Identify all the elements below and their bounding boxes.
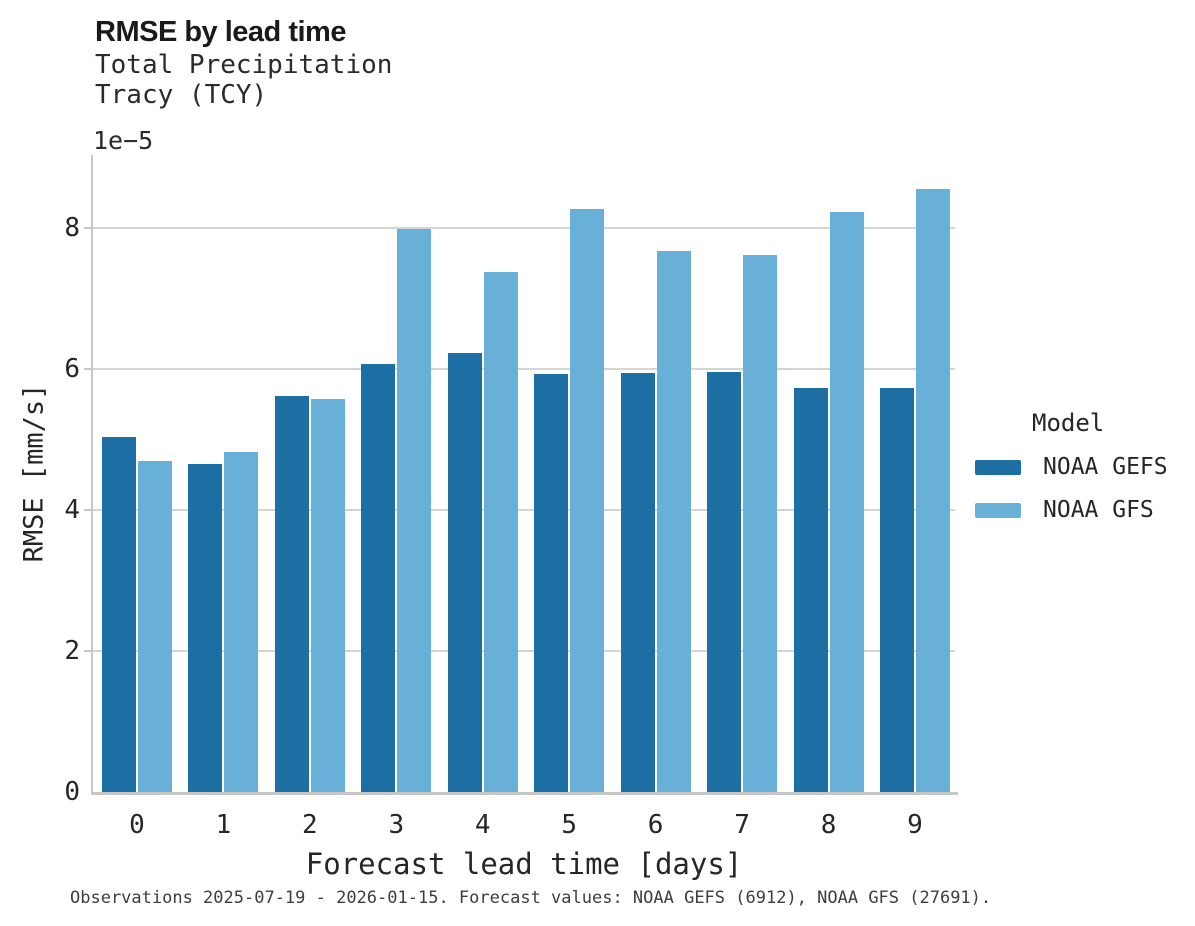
subtitle-line-2: Tracy (TCY) xyxy=(95,80,268,110)
y-tick-label-2: 2 xyxy=(64,635,80,666)
y-tick-mark-4 xyxy=(84,508,91,511)
gridline-y-2 xyxy=(93,649,955,652)
bar-noaa-gefs-day-4 xyxy=(447,353,482,792)
y-axis-spine xyxy=(91,155,93,794)
x-tick-label-0: 0 xyxy=(129,810,145,840)
bar-noaa-gfs-day-6 xyxy=(656,250,691,792)
bar-noaa-gefs-day-1 xyxy=(188,464,223,792)
legend: Model NOAA GEFS NOAA GFS xyxy=(975,409,1195,523)
bar-noaa-gfs-day-0 xyxy=(138,460,172,792)
y-tick-label-6: 6 xyxy=(64,353,80,384)
bar-noaa-gfs-day-2 xyxy=(310,399,345,792)
legend-label: NOAA GEFS xyxy=(1043,454,1168,480)
x-tick-label-8: 8 xyxy=(820,810,837,840)
bar-noaa-gfs-day-3 xyxy=(397,228,432,792)
subtitle-line-1: Total Precipitation xyxy=(95,50,393,80)
legend-item-noaa-gfs: NOAA GFS xyxy=(975,497,1195,523)
y-tick-label-4: 4 xyxy=(64,494,80,525)
bar-noaa-gefs-day-9 xyxy=(879,388,914,792)
legend-items: NOAA GEFS NOAA GFS xyxy=(975,454,1195,523)
legend-label: NOAA GFS xyxy=(1043,497,1154,523)
bar-noaa-gefs-day-2 xyxy=(274,395,309,792)
bar-noaa-gefs-day-5 xyxy=(534,373,569,792)
footer-caption: Observations 2025-07-19 - 2026-01-15. Fo… xyxy=(70,888,992,908)
legend-item-noaa-gefs: NOAA GEFS xyxy=(975,454,1195,480)
legend-swatch-noaa-gfs xyxy=(975,502,1021,518)
bar-noaa-gefs-day-3 xyxy=(361,364,396,792)
bar-noaa-gfs-day-4 xyxy=(483,271,518,792)
y-axis-title: RMSE [mm/s] xyxy=(18,383,50,563)
chart-subtitle: Total Precipitation Tracy (TCY) xyxy=(95,50,392,110)
x-tick-label-1: 1 xyxy=(215,810,232,840)
x-tick-label-5: 5 xyxy=(561,810,578,840)
y-tick-label-0: 0 xyxy=(64,777,80,807)
x-tick-label-2: 2 xyxy=(302,810,318,840)
x-tick-label-6: 6 xyxy=(647,810,664,840)
x-tick-label-7: 7 xyxy=(734,810,750,840)
bar-noaa-gfs-day-9 xyxy=(915,188,950,792)
gridline-y-4 xyxy=(93,508,955,511)
bar-noaa-gefs-day-0 xyxy=(102,437,136,792)
y-tick-label-8: 8 xyxy=(64,212,80,243)
y-axis-offset-label: 1e−5 xyxy=(93,126,154,155)
gridline-y-8 xyxy=(93,226,955,229)
bar-noaa-gfs-day-5 xyxy=(570,208,605,792)
y-tick-mark-6 xyxy=(84,367,91,370)
plot-area: Forecast lead time [days] 0 2 4 6 8 0 1 2 3 4 5 6 7 8… xyxy=(64,155,958,881)
bar-noaa-gefs-day-7 xyxy=(707,371,742,792)
bar-noaa-gefs-day-6 xyxy=(620,373,655,792)
legend-title: Model xyxy=(1032,409,1105,437)
legend-swatch-noaa-gefs xyxy=(975,459,1021,475)
x-tick-label-4: 4 xyxy=(474,810,491,840)
y-tick-mark-2 xyxy=(84,649,91,652)
x-axis-spine xyxy=(91,792,958,795)
x-axis-title: Forecast lead time [days] xyxy=(305,847,743,881)
bar-noaa-gfs-day-8 xyxy=(829,211,864,792)
gridline-y-6 xyxy=(93,367,955,370)
y-tick-mark-8 xyxy=(84,226,91,229)
bar-noaa-gfs-day-7 xyxy=(743,254,778,792)
chart-title: RMSE by lead time xyxy=(95,16,346,48)
bar-noaa-gfs-day-1 xyxy=(224,452,259,792)
x-tick-label-3: 3 xyxy=(388,810,405,840)
bar-noaa-gefs-day-8 xyxy=(793,388,828,792)
x-tick-label-9: 9 xyxy=(907,810,923,840)
